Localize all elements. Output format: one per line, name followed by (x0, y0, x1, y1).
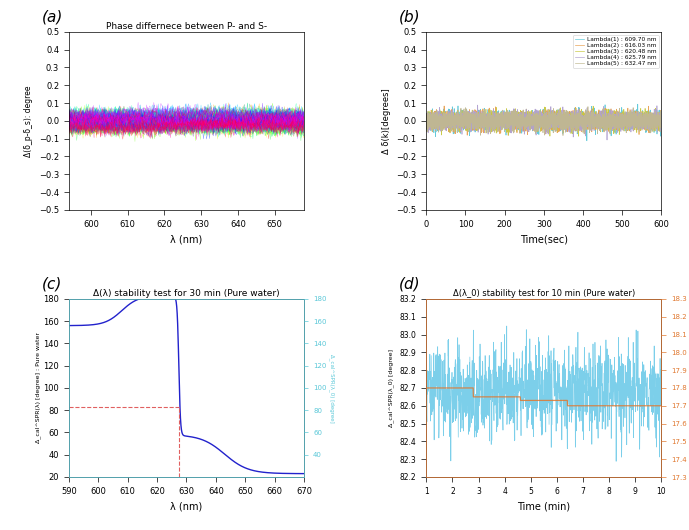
Y-axis label: Δ δ(k)[degrees]: Δ δ(k)[degrees] (382, 88, 391, 154)
Lambda(4) : 625.79 nm: (373, 0.00419): 625.79 nm: (373, 0.00419) (568, 117, 577, 123)
Lambda(5) : 632.47 nm: (0, -0.0206): 632.47 nm: (0, -0.0206) (422, 121, 431, 128)
X-axis label: λ (nm): λ (nm) (170, 501, 203, 511)
Lambda(4) : 625.79 nm: (600, 0.0244): 625.79 nm: (600, 0.0244) (657, 113, 666, 120)
Lambda(4) : 625.79 nm: (543, 0.0252): 625.79 nm: (543, 0.0252) (635, 113, 644, 120)
Lambda(1) : 609.70 nm: (363, 0.00047): 609.70 nm: (363, 0.00047) (564, 118, 573, 124)
Lambda(3) : 620.48 nm: (129, 0.0203): 620.48 nm: (129, 0.0203) (473, 114, 481, 120)
Lambda(4) : 625.79 nm: (363, 0.0431): 625.79 nm: (363, 0.0431) (564, 110, 573, 117)
Lambda(1) : 609.70 nm: (0, -0.0106): 609.70 nm: (0, -0.0106) (422, 120, 431, 126)
Lambda(3) : 620.48 nm: (600, 0.0123): 620.48 nm: (600, 0.0123) (657, 116, 666, 122)
Lambda(1) : 609.70 nm: (410, -0.112): 609.70 nm: (410, -0.112) (583, 138, 591, 144)
Lambda(1) : 609.70 nm: (373, 0.0175): 609.70 nm: (373, 0.0175) (568, 114, 577, 121)
Lambda(2) : 616.03 nm: (209, -0.0813): 616.03 nm: (209, -0.0813) (504, 132, 513, 138)
Y-axis label: Δ_cal^SPR(λ) [degree] : Pure water: Δ_cal^SPR(λ) [degree] : Pure water (35, 332, 41, 444)
Lambda(5) : 632.47 nm: (600, 0.0419): 632.47 nm: (600, 0.0419) (657, 110, 666, 117)
Lambda(2) : 616.03 nm: (374, -0.00625): 616.03 nm: (374, -0.00625) (568, 119, 577, 125)
Legend: Lambda(1) : 609.70 nm, Lambda(2) : 616.03 nm, Lambda(3) : 620.48 nm, Lambda(4) :: Lambda(1) : 609.70 nm, Lambda(2) : 616.0… (573, 35, 659, 68)
Lambda(3) : 620.48 nm: (543, -0.0154): 620.48 nm: (543, -0.0154) (635, 120, 644, 127)
Title: Δ(λ) stability test for 30 min (Pure water): Δ(λ) stability test for 30 min (Pure wat… (93, 289, 280, 298)
Text: (a): (a) (41, 9, 63, 24)
Lambda(2) : 616.03 nm: (45.5, 0.0834): 616.03 nm: (45.5, 0.0834) (440, 103, 449, 109)
Title: Δ(λ_0) stability test for 10 min (Pure water): Δ(λ_0) stability test for 10 min (Pure w… (453, 289, 635, 298)
Lambda(2) : 616.03 nm: (600, -0.00641): 616.03 nm: (600, -0.00641) (657, 119, 666, 125)
Lambda(1) : 609.70 nm: (129, 0.00274): 609.70 nm: (129, 0.00274) (473, 117, 481, 123)
Lambda(3) : 620.48 nm: (426, 0.0824): 620.48 nm: (426, 0.0824) (589, 103, 597, 109)
Lambda(5) : 632.47 nm: (129, 0.011): 632.47 nm: (129, 0.011) (473, 116, 481, 122)
Line: Lambda(2) : 616.03 nm: Lambda(2) : 616.03 nm (426, 106, 661, 135)
Lambda(4) : 625.79 nm: (168, -0.0193): 625.79 nm: (168, -0.0193) (488, 121, 496, 127)
Lambda(3) : 620.48 nm: (168, -0.0258): 620.48 nm: (168, -0.0258) (488, 122, 496, 129)
Line: Lambda(1) : 609.70 nm: Lambda(1) : 609.70 nm (426, 104, 661, 141)
Y-axis label: Δ_cal^SPR(λ_0) [degree]: Δ_cal^SPR(λ_0) [degree] (389, 349, 394, 427)
Lambda(2) : 616.03 nm: (543, -0.0349): 616.03 nm: (543, -0.0349) (635, 124, 644, 130)
X-axis label: λ (nm): λ (nm) (170, 234, 203, 244)
Text: (c): (c) (41, 276, 62, 292)
Lambda(2) : 616.03 nm: (129, -0.01): 616.03 nm: (129, -0.01) (473, 119, 481, 126)
Lambda(3) : 620.48 nm: (363, -0.0255): 620.48 nm: (363, -0.0255) (564, 122, 573, 129)
Lambda(3) : 620.48 nm: (389, -0.0862): 620.48 nm: (389, -0.0862) (575, 133, 583, 139)
Text: (b): (b) (399, 9, 420, 24)
Lambda(1) : 609.70 nm: (539, 0.0932): 609.70 nm: (539, 0.0932) (634, 101, 642, 108)
Lambda(2) : 616.03 nm: (363, 0.0266): 616.03 nm: (363, 0.0266) (564, 113, 573, 119)
Text: (d): (d) (399, 276, 420, 292)
X-axis label: Time (min): Time (min) (517, 501, 570, 511)
Lambda(5) : 632.47 nm: (373, 0.00542): 632.47 nm: (373, 0.00542) (568, 117, 577, 123)
Lambda(5) : 632.47 nm: (363, 0.0483): 632.47 nm: (363, 0.0483) (564, 109, 573, 116)
Lambda(5) : 632.47 nm: (412, 0.0796): 632.47 nm: (412, 0.0796) (584, 103, 592, 110)
Lambda(4) : 625.79 nm: (131, 0.0884): 625.79 nm: (131, 0.0884) (473, 102, 482, 108)
Line: Lambda(3) : 620.48 nm: Lambda(3) : 620.48 nm (426, 106, 661, 136)
Title: Phase differnece between P- and S-: Phase differnece between P- and S- (106, 22, 267, 31)
Line: Lambda(4) : 625.79 nm: Lambda(4) : 625.79 nm (426, 105, 661, 140)
Lambda(1) : 609.70 nm: (600, -0.0202): 609.70 nm: (600, -0.0202) (657, 121, 666, 128)
Lambda(2) : 616.03 nm: (0, 0.00559): 616.03 nm: (0, 0.00559) (422, 117, 431, 123)
Lambda(1) : 609.70 nm: (600, 0.0426): 609.70 nm: (600, 0.0426) (657, 110, 666, 117)
Lambda(5) : 632.47 nm: (349, -0.0822): 632.47 nm: (349, -0.0822) (559, 132, 567, 139)
Y-axis label: Δ(δ_p-δ_s): degree: Δ(δ_p-δ_s): degree (24, 85, 33, 156)
Lambda(5) : 632.47 nm: (543, -0.0115): 632.47 nm: (543, -0.0115) (635, 120, 644, 126)
Lambda(1) : 609.70 nm: (543, 0.0159): 609.70 nm: (543, 0.0159) (635, 115, 644, 121)
Lambda(3) : 620.48 nm: (0, -0.00573): 620.48 nm: (0, -0.00573) (422, 119, 431, 125)
Lambda(4) : 625.79 nm: (461, -0.107): 625.79 nm: (461, -0.107) (603, 137, 611, 143)
Lambda(4) : 625.79 nm: (600, -0.0252): 625.79 nm: (600, -0.0252) (657, 122, 666, 128)
Lambda(2) : 616.03 nm: (168, 0.0456): 616.03 nm: (168, 0.0456) (488, 110, 496, 116)
Lambda(4) : 625.79 nm: (0, -0.0112): 625.79 nm: (0, -0.0112) (422, 120, 431, 126)
Lambda(5) : 632.47 nm: (168, 0.018): 632.47 nm: (168, 0.018) (488, 114, 496, 121)
Line: Lambda(5) : 632.47 nm: Lambda(5) : 632.47 nm (426, 107, 661, 136)
X-axis label: Time(sec): Time(sec) (520, 234, 568, 244)
Lambda(2) : 616.03 nm: (600, -0.00809): 616.03 nm: (600, -0.00809) (657, 119, 666, 126)
Lambda(3) : 620.48 nm: (373, 0.0184): 620.48 nm: (373, 0.0184) (568, 114, 577, 121)
Lambda(1) : 609.70 nm: (168, 0.0223): 609.70 nm: (168, 0.0223) (488, 114, 496, 120)
Lambda(3) : 620.48 nm: (600, 0.0494): 620.48 nm: (600, 0.0494) (657, 109, 666, 115)
Lambda(4) : 625.79 nm: (129, 0.0181): 625.79 nm: (129, 0.0181) (473, 114, 481, 121)
Y-axis label: Δ_cal^SPR(λ_0) [degree]: Δ_cal^SPR(λ_0) [degree] (329, 354, 335, 422)
Lambda(5) : 632.47 nm: (600, -0.0245): 632.47 nm: (600, -0.0245) (657, 122, 666, 128)
